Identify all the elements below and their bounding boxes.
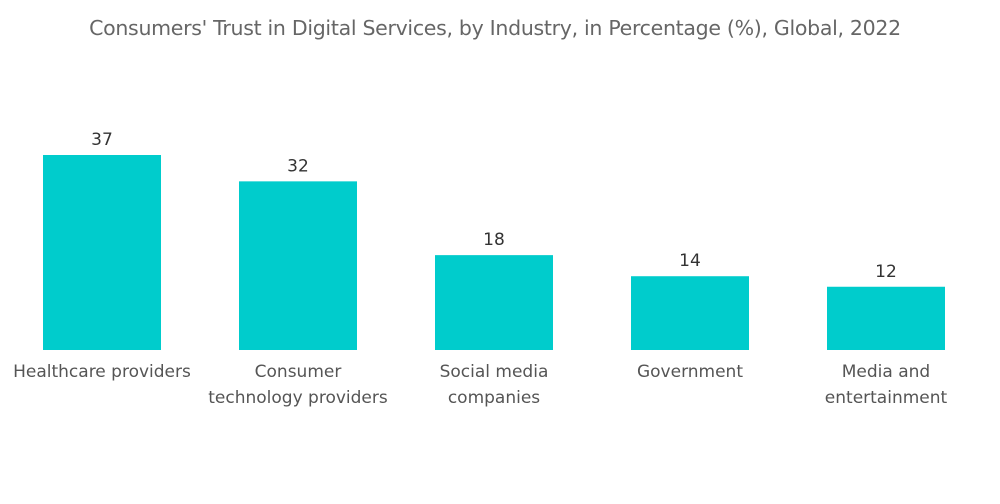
category-label-0: Healthcare providers (13, 362, 191, 382)
category-label-4-line-1: entertainment (825, 388, 948, 408)
category-label-3: Government (637, 362, 743, 382)
data-label-3: 14 (679, 251, 701, 271)
data-label-4: 12 (875, 262, 897, 282)
category-label-4: Media and (842, 362, 930, 382)
chart-title: Consumers' Trust in Digital Services, by… (89, 16, 901, 40)
data-label-0: 37 (91, 130, 113, 150)
bar-4 (827, 286, 945, 350)
data-label-1: 32 (287, 156, 309, 176)
bar-3 (631, 276, 749, 350)
category-label-2: Social media (440, 362, 549, 382)
bar-1 (239, 181, 357, 350)
category-label-1: Consumer (255, 362, 342, 382)
data-label-2: 18 (483, 230, 505, 250)
category-label-1-line-1: technology providers (208, 388, 388, 408)
bar-2 (435, 255, 553, 350)
category-label-2-line-1: companies (448, 388, 540, 408)
bar-0 (43, 155, 161, 350)
